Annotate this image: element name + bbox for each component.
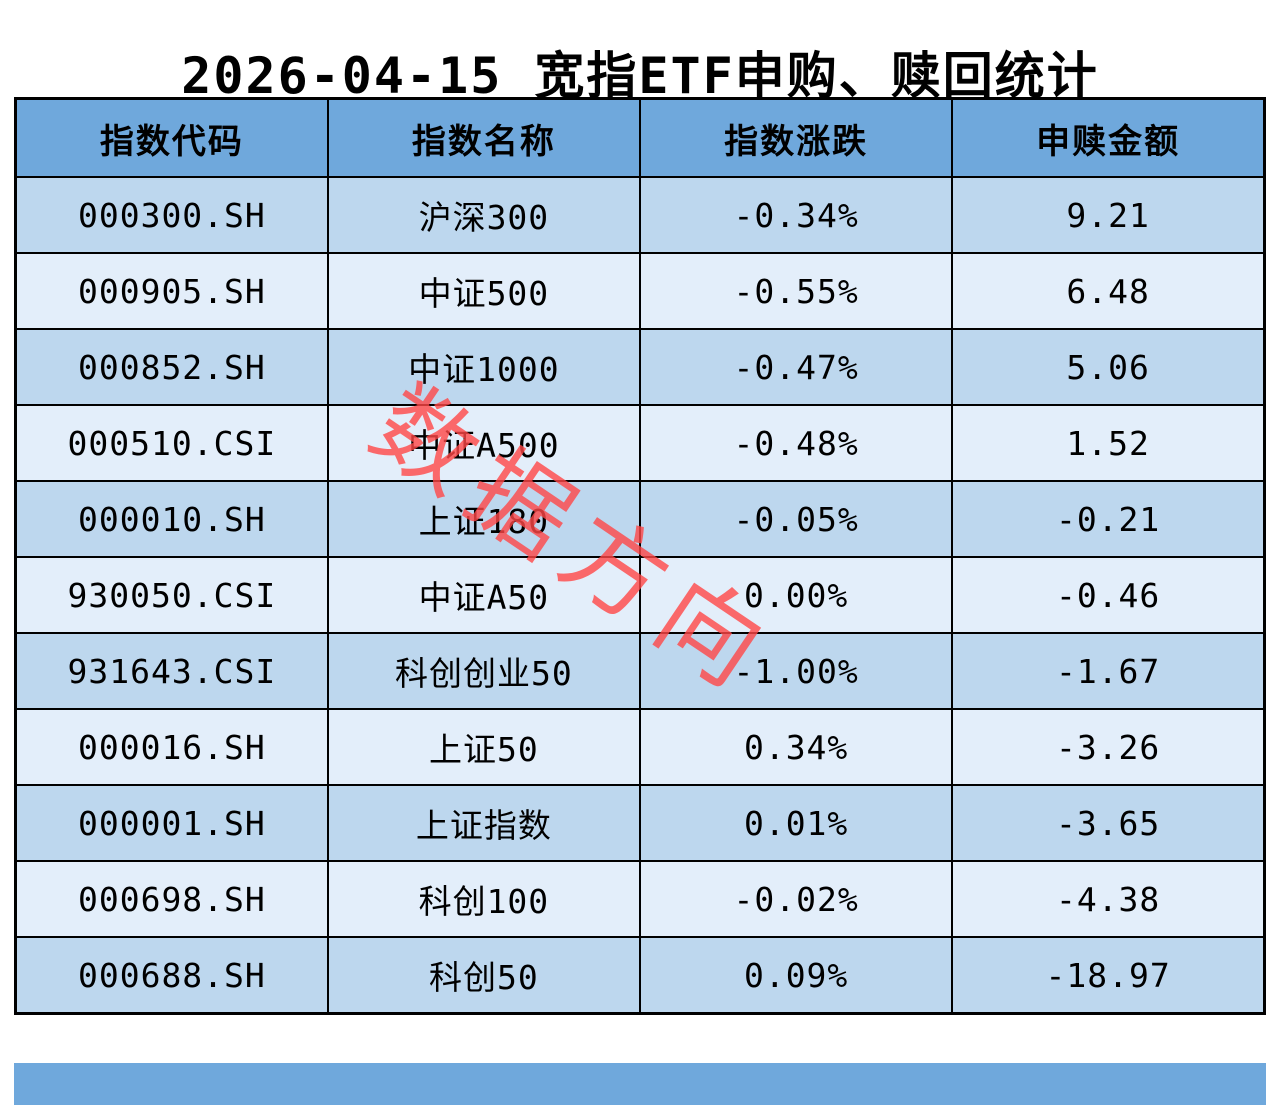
header-row: 指数代码 指数名称 指数涨跌 申赎金额 (14, 97, 1266, 178)
cell-index-name: 中证A50 (326, 556, 642, 634)
cell-index-code: 000016.SH (14, 708, 329, 786)
table-row: 000510.CSI 中证A500 -0.48% 1.52 (14, 404, 1266, 482)
cell-net-amount: 1.52 (951, 404, 1266, 482)
cell-index-change: -0.48% (638, 404, 954, 482)
cell-index-change: -0.55% (638, 252, 954, 330)
cell-index-name: 沪深300 (326, 176, 642, 254)
cell-index-change: -1.00% (638, 632, 954, 710)
cell-index-name: 上证50 (326, 708, 642, 786)
table-row: 000001.SH 上证指数 0.01% -3.65 (14, 784, 1266, 862)
table-row: 000010.SH 上证180 -0.05% -0.21 (14, 480, 1266, 558)
cell-net-amount: -0.46 (951, 556, 1266, 634)
cell-index-code: 931643.CSI (14, 632, 329, 710)
cell-index-code: 000688.SH (14, 936, 329, 1015)
cell-net-amount: -0.21 (951, 480, 1266, 558)
table-row: 000300.SH 沪深300 -0.34% 9.21 (14, 176, 1266, 254)
table-header: 指数代码 指数名称 指数涨跌 申赎金额 (14, 97, 1266, 178)
cell-index-code: 000001.SH (14, 784, 329, 862)
table-row: 000698.SH 科创100 -0.02% -4.38 (14, 860, 1266, 938)
cell-index-code: 000300.SH (14, 176, 329, 254)
cell-net-amount: 5.06 (951, 328, 1266, 406)
cell-index-name: 科创100 (326, 860, 642, 938)
cell-net-amount: -3.26 (951, 708, 1266, 786)
cell-index-name: 科创创业50 (326, 632, 642, 710)
cell-index-code: 000852.SH (14, 328, 329, 406)
cell-net-amount: -3.65 (951, 784, 1266, 862)
cell-index-code: 000905.SH (14, 252, 329, 330)
cell-index-name: 中证500 (326, 252, 642, 330)
cell-index-name: 中证A500 (326, 404, 642, 482)
etf-table: 指数代码 指数名称 指数涨跌 申赎金额 000300.SH 沪深300 -0.3… (14, 97, 1266, 1015)
cell-index-change: -0.34% (638, 176, 954, 254)
table-body: 000300.SH 沪深300 -0.34% 9.21 000905.SH 中证… (14, 176, 1266, 1015)
table-row: 000688.SH 科创50 0.09% -18.97 (14, 936, 1266, 1015)
cell-index-name: 上证180 (326, 480, 642, 558)
cell-index-change: 0.00% (638, 556, 954, 634)
cell-net-amount: -1.67 (951, 632, 1266, 710)
cell-index-code: 000510.CSI (14, 404, 329, 482)
cell-index-change: -0.47% (638, 328, 954, 406)
cell-index-name: 上证指数 (326, 784, 642, 862)
cell-net-amount: -18.97 (951, 936, 1266, 1015)
cell-index-change: 0.09% (638, 936, 954, 1015)
table-row: 000852.SH 中证1000 -0.47% 5.06 (14, 328, 1266, 406)
cell-index-change: -0.05% (638, 480, 954, 558)
cell-net-amount: -4.38 (951, 860, 1266, 938)
cell-index-code: 000010.SH (14, 480, 329, 558)
table-row: 000905.SH 中证500 -0.55% 6.48 (14, 252, 1266, 330)
cell-index-code: 930050.CSI (14, 556, 329, 634)
cell-index-code: 000698.SH (14, 860, 329, 938)
page-title: 2026-04-15 宽指ETF申购、赎回统计 (181, 46, 1099, 105)
cell-index-change: 0.34% (638, 708, 954, 786)
cell-index-name: 中证1000 (326, 328, 642, 406)
footer-bar (14, 1063, 1266, 1105)
cell-net-amount: 9.21 (951, 176, 1266, 254)
cell-index-change: 0.01% (638, 784, 954, 862)
col-header-index-name: 指数名称 (326, 97, 642, 178)
etf-table-wrap: 指数代码 指数名称 指数涨跌 申赎金额 000300.SH 沪深300 -0.3… (14, 97, 1266, 1015)
col-header-net-amount: 申赎金额 (951, 97, 1266, 178)
cell-net-amount: 6.48 (951, 252, 1266, 330)
table-row: 930050.CSI 中证A50 0.00% -0.46 (14, 556, 1266, 634)
cell-index-change: -0.02% (638, 860, 954, 938)
col-header-index-code: 指数代码 (14, 97, 329, 178)
col-header-index-change: 指数涨跌 (638, 97, 954, 178)
table-row: 931643.CSI 科创创业50 -1.00% -1.67 (14, 632, 1266, 710)
cell-index-name: 科创50 (326, 936, 642, 1015)
table-row: 000016.SH 上证50 0.34% -3.26 (14, 708, 1266, 786)
